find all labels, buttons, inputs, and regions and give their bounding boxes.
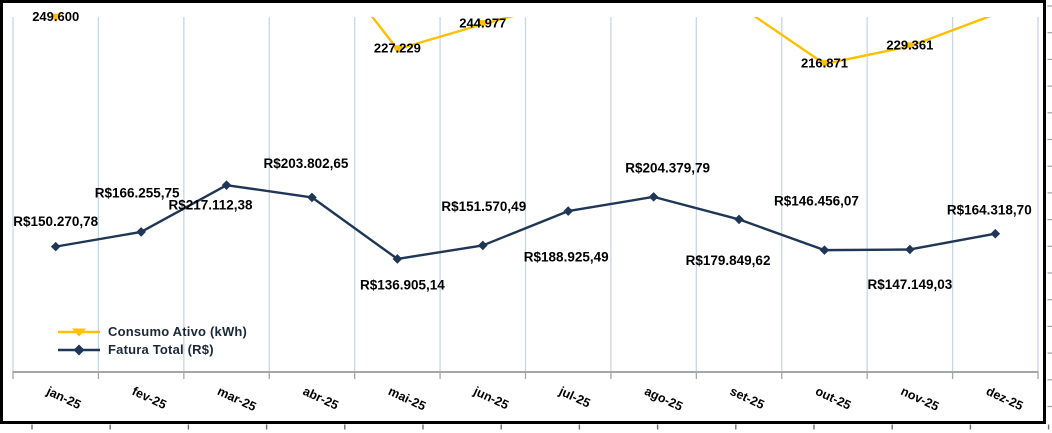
data-label: R$203.802,65 [264,156,349,171]
x-axis-labels: jan-25 fev-25 mar-25 abr-25 mai-25 jun-25 jul-… [44,384,1026,414]
fatura-series-line[interactable] [55,183,996,261]
triangle-down-marker-icon[interactable] [818,59,830,69]
diamond-marker-icon[interactable] [563,206,574,216]
spreadsheet-row-ticks [1047,5,1052,408]
x-axis-label: nov-25 [899,384,941,414]
data-label: 249.600 [32,9,79,24]
data-labels: 249.600 227.229 244.977 216.871 229.361 R$150… [13,9,1031,292]
data-label: R$188.925,49 [524,250,609,265]
legend-label-fatura: Fatura Total (R$) [108,342,214,357]
diamond-marker-icon[interactable] [307,192,317,203]
data-label: R$164.318,70 [947,202,1032,217]
consumo-series-line[interactable] [55,0,996,66]
data-label: R$147.149,03 [867,277,952,292]
fatura-markers [50,180,1001,264]
diamond-marker-icon[interactable] [477,240,488,251]
data-label: R$151.570,49 [441,199,526,214]
triangle-down-marker-icon[interactable] [391,45,403,54]
x-axis-label: mai-25 [386,384,428,413]
x-axis-label: dez-25 [984,384,1025,413]
x-axis-label: jul-25 [556,384,592,411]
data-label: R$146.456,07 [774,194,859,209]
data-label: R$179.849,62 [686,253,771,268]
data-label: R$217.112,38 [168,198,253,213]
data-label: 229.361 [886,38,933,53]
data-label: 244.977 [459,16,506,31]
legend: Consumo Ativo (kWh) Fatura Total (R$) [57,324,247,357]
x-axis-label: mar-25 [215,384,258,414]
diamond-marker-icon[interactable] [50,241,61,252]
x-axis-label: set-25 [728,384,767,412]
legend-item-fatura-total[interactable]: Fatura Total (R$) [57,342,247,357]
triangle-down-marker-icon[interactable] [50,13,62,23]
x-axis-label: out-25 [813,384,853,413]
data-label: R$204.379,79 [625,160,710,175]
data-label: 227.229 [374,41,421,56]
spreadsheet-column-ticks [31,424,1050,430]
x-axis-label: jun-25 [471,384,511,413]
data-label: R$166.255,75 [95,185,180,200]
x-axis-label: fev-25 [130,384,169,412]
diamond-marker-icon[interactable] [990,228,1001,239]
legend-label-consumo: Consumo Ativo (kWh) [108,324,248,339]
diamond-marker-icon[interactable] [136,227,146,237]
x-axis [12,371,1039,379]
legend-item-consumo-ativo[interactable]: Consumo Ativo (kWh) [57,324,247,339]
triangle-down-marker-icon[interactable] [904,42,916,51]
chart-border [0,0,1046,424]
data-label: R$136.905,14 [360,277,445,292]
consumo-markers [50,13,916,69]
x-axis-label: jan-25 [44,384,84,412]
diamond-marker-icon[interactable] [905,244,915,255]
data-label: R$150.270,78 [13,214,98,229]
fatura-line-diamond-icon [58,344,100,355]
diamond-marker-icon[interactable] [734,214,744,225]
diamond-marker-icon[interactable] [819,245,830,255]
diamond-marker-icon[interactable] [648,192,659,202]
x-axis-label: abr-25 [301,384,341,413]
diamond-marker-icon[interactable] [392,254,403,264]
triangle-down-marker-icon[interactable] [477,20,489,29]
data-label: 216.871 [801,55,848,70]
x-axis-label: ago-25 [642,384,684,414]
diamond-marker-icon[interactable] [221,180,232,190]
consumo-line-triangle-icon [58,328,100,336]
gridlines [12,17,1039,371]
